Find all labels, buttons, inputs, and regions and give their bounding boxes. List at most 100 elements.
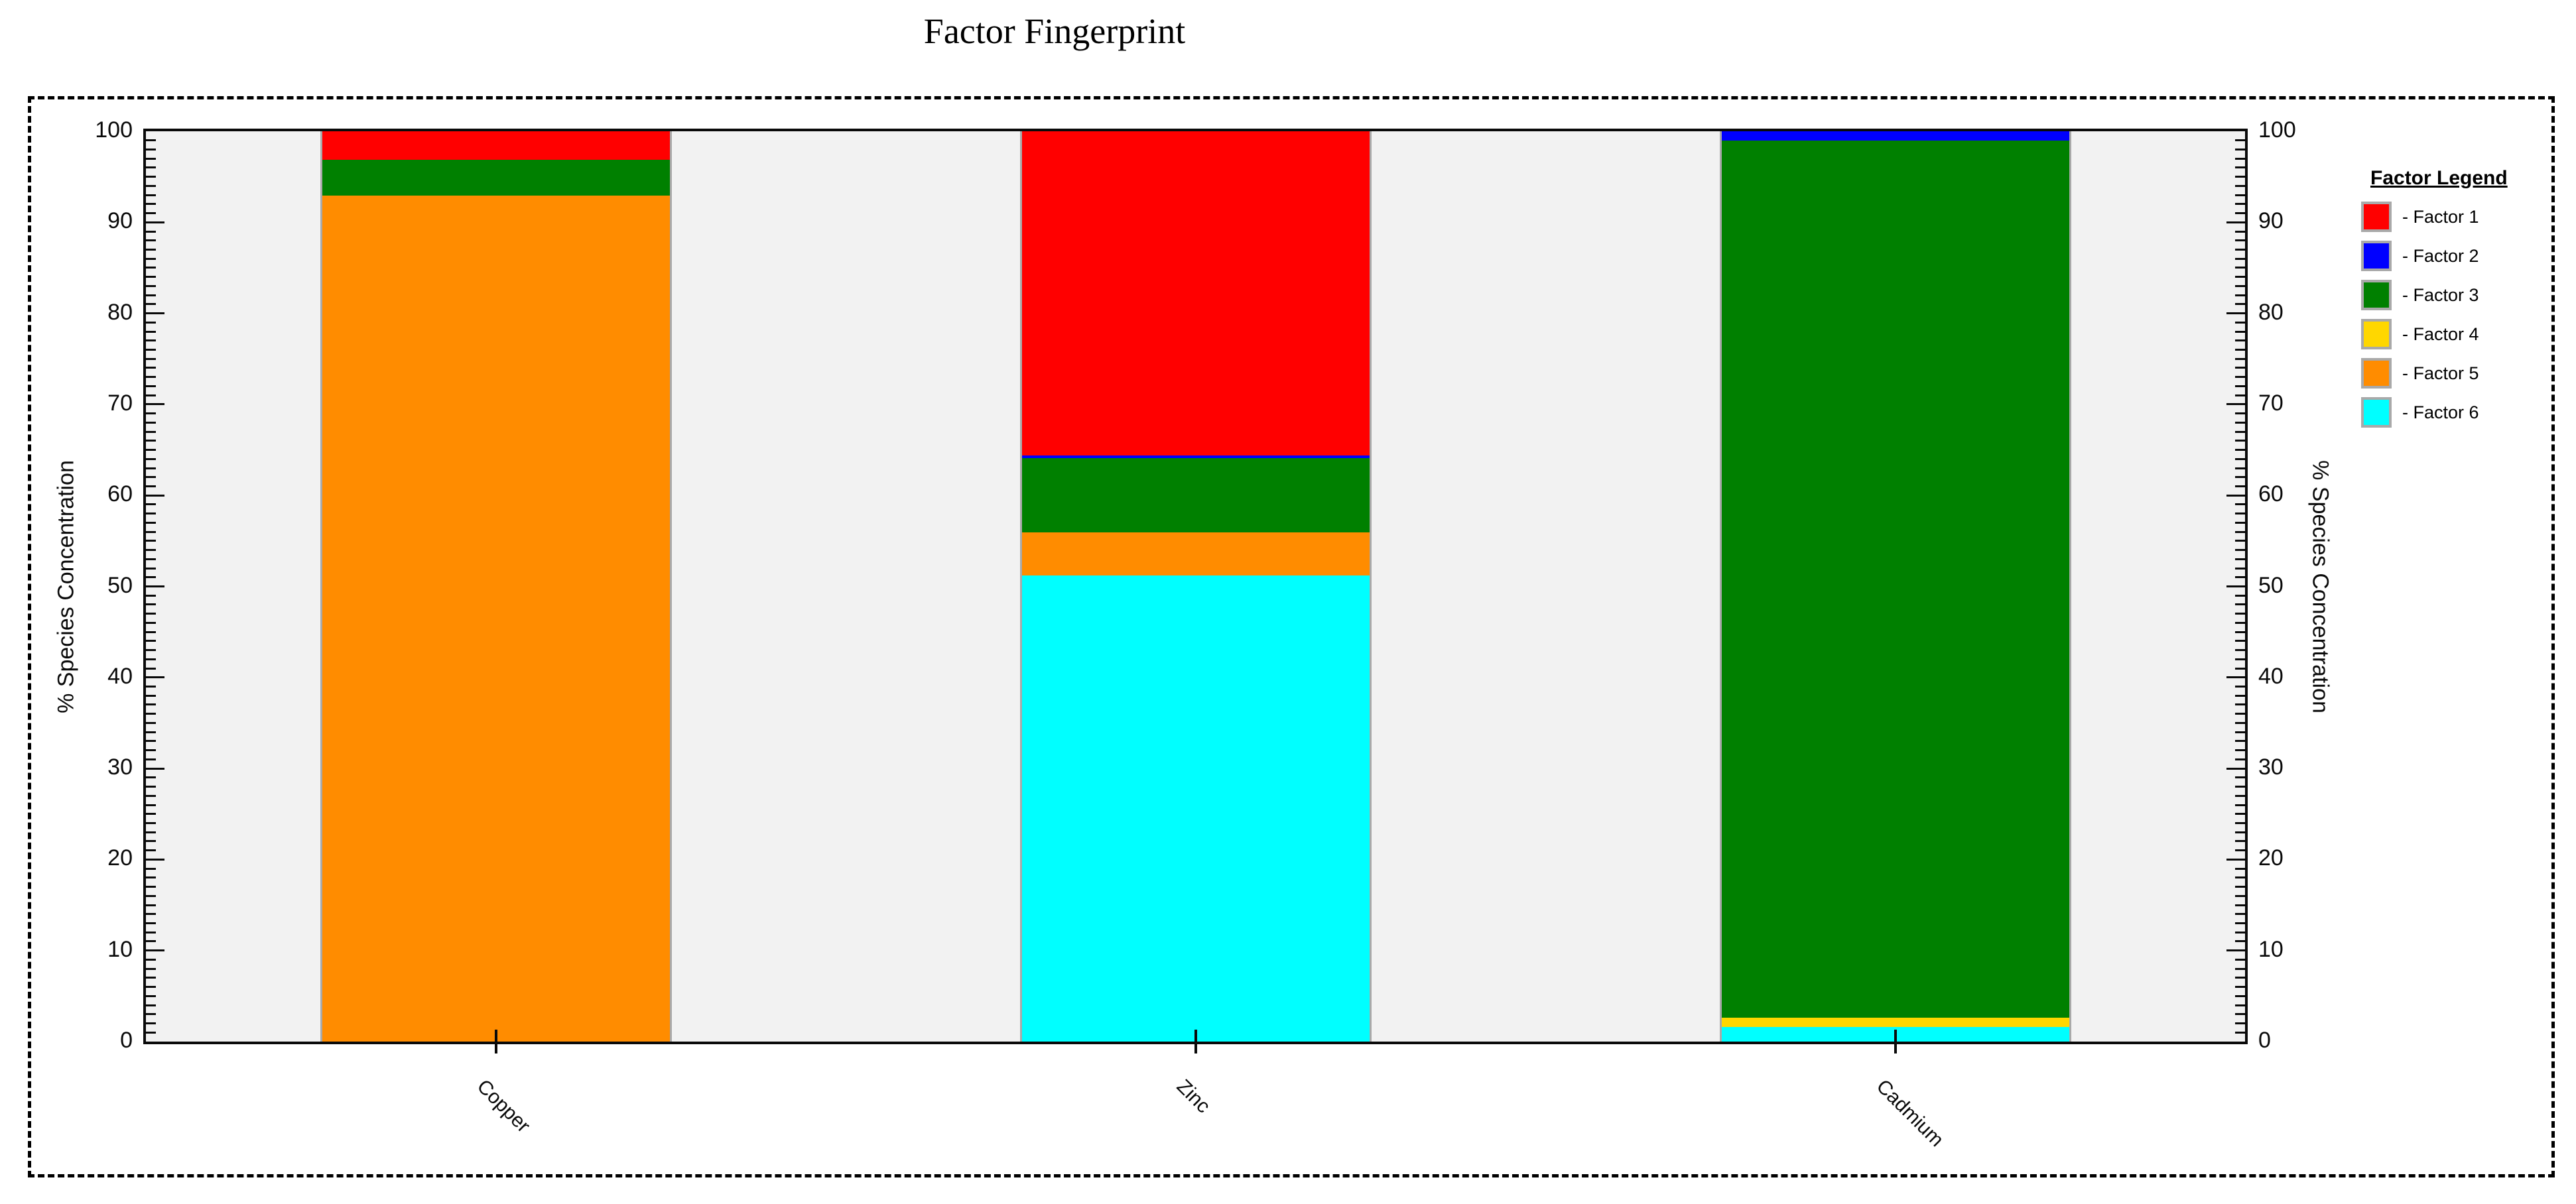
y-tick-label-left: 50: [107, 572, 133, 598]
y-major-tick-right: [2226, 949, 2245, 952]
y-minor-tick-right: [2235, 758, 2245, 760]
y-tick-label-left: 10: [107, 936, 133, 962]
y-minor-tick-left: [146, 840, 156, 843]
y-minor-tick-left: [146, 567, 156, 570]
y-minor-tick-left: [146, 667, 156, 670]
y-tick-label-right: 10: [2258, 936, 2284, 962]
y-minor-tick-right: [2235, 658, 2245, 660]
y-minor-tick-right: [2235, 749, 2245, 752]
legend-swatch-icon: [2361, 202, 2392, 232]
y-minor-tick-right: [2235, 994, 2245, 997]
y-minor-tick-left: [146, 740, 156, 743]
y-minor-tick-left: [146, 530, 156, 533]
bar-segment-factor-5: [1021, 532, 1370, 575]
y-minor-tick-right: [2235, 703, 2245, 706]
y-minor-tick-left: [146, 658, 156, 660]
y-tick-label-right: 0: [2258, 1028, 2271, 1053]
y-minor-tick-left: [146, 230, 156, 233]
y-minor-tick-right: [2235, 376, 2245, 379]
y-minor-tick-left: [146, 958, 156, 961]
y-minor-tick-left: [146, 321, 156, 324]
y-minor-tick-right: [2235, 440, 2245, 442]
y-minor-tick-left: [146, 349, 156, 351]
y-major-tick-right: [2226, 767, 2245, 770]
y-tick-label-right: 60: [2258, 481, 2284, 507]
legend-item-factor-5: - Factor 5: [2361, 358, 2573, 389]
y-minor-tick-right: [2235, 357, 2245, 360]
y-minor-tick-left: [146, 376, 156, 379]
y-tick-label-left: 70: [107, 390, 133, 416]
y-minor-tick-right: [2235, 267, 2245, 269]
y-tick-label-right: 80: [2258, 299, 2284, 325]
y-tick-label-right: 40: [2258, 663, 2284, 689]
y-minor-tick-left: [146, 194, 156, 196]
y-minor-tick-left: [146, 421, 156, 424]
y-minor-tick-right: [2235, 1004, 2245, 1006]
y-tick-label-right: 20: [2258, 845, 2284, 871]
y-minor-tick-right: [2235, 248, 2245, 251]
y-minor-tick-left: [146, 521, 156, 524]
y-minor-tick-right: [2235, 176, 2245, 178]
y-minor-tick-left: [146, 886, 156, 888]
y-tick-label-left: 20: [107, 845, 133, 871]
y-minor-tick-right: [2235, 1013, 2245, 1016]
y-minor-tick-left: [146, 276, 156, 278]
y-tick-label-right: 90: [2258, 208, 2284, 234]
bar-segment-factor-2: [1721, 131, 2069, 141]
bar-segment-factor-3: [322, 159, 670, 196]
y-minor-tick-left: [146, 1013, 156, 1016]
y-minor-tick-left: [146, 558, 156, 560]
y-minor-tick-right: [2235, 303, 2245, 306]
y-minor-tick-left: [146, 166, 156, 169]
y-major-tick-right: [2226, 676, 2245, 679]
bar-segment-factor-1: [1021, 131, 1370, 455]
y-minor-tick-right: [2235, 603, 2245, 606]
bar-segment-factor-6: [1021, 575, 1370, 1042]
y-minor-tick-right: [2235, 958, 2245, 961]
y-minor-tick-left: [146, 212, 156, 215]
y-minor-tick-left: [146, 922, 156, 924]
bar-segment-factor-5: [322, 196, 670, 1042]
y-minor-tick-right: [2235, 212, 2245, 215]
y-minor-tick-right: [2235, 239, 2245, 242]
y-minor-tick-right: [2235, 986, 2245, 989]
y-minor-tick-left: [146, 621, 156, 624]
y-minor-tick-left: [146, 786, 156, 788]
y-major-tick-left: [146, 494, 164, 497]
y-minor-tick-right: [2235, 512, 2245, 515]
y-minor-tick-right: [2235, 349, 2245, 351]
y-minor-tick-left: [146, 139, 156, 142]
y-minor-tick-left: [146, 267, 156, 269]
y-minor-tick-left: [146, 640, 156, 642]
y-major-tick-left: [146, 858, 164, 861]
y-minor-tick-left: [146, 731, 156, 733]
y-minor-tick-right: [2235, 567, 2245, 570]
legend-item-label: - Factor 5: [2402, 363, 2479, 383]
y-minor-tick-left: [146, 157, 156, 160]
y-minor-tick-right: [2235, 503, 2245, 506]
legend-item-factor-4: - Factor 4: [2361, 319, 2573, 349]
y-minor-tick-right: [2235, 394, 2245, 396]
y-minor-tick-left: [146, 284, 156, 287]
y-minor-tick-left: [146, 904, 156, 906]
legend-item-label: - Factor 6: [2402, 402, 2479, 422]
y-minor-tick-right: [2235, 184, 2245, 187]
legend-swatch-icon: [2361, 358, 2392, 389]
y-minor-tick-right: [2235, 540, 2245, 542]
y-minor-tick-left: [146, 977, 156, 979]
y-minor-tick-left: [146, 339, 156, 342]
y-minor-tick-left: [146, 467, 156, 469]
y-minor-tick-right: [2235, 257, 2245, 260]
y-minor-tick-left: [146, 849, 156, 852]
y-minor-tick-left: [146, 821, 156, 824]
y-major-tick-left: [146, 767, 164, 770]
y-minor-tick-left: [146, 449, 156, 452]
y-minor-tick-right: [2235, 430, 2245, 433]
y-minor-tick-right: [2235, 721, 2245, 724]
y-minor-tick-right: [2235, 977, 2245, 979]
y-major-tick-left: [146, 949, 164, 952]
y-minor-tick-right: [2235, 794, 2245, 797]
bar-segment-factor-1: [322, 131, 670, 160]
y-minor-tick-left: [146, 603, 156, 606]
y-minor-tick-right: [2235, 886, 2245, 888]
